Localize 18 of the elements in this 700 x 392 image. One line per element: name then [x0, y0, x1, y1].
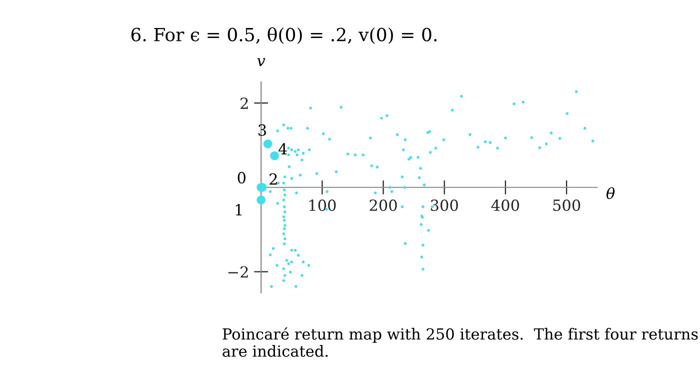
- chart-title: 6. For ϵ = 0.5, θ(0) = .2, v(0) = 0.: [131, 27, 437, 44]
- annotation: 4: [278, 143, 287, 154]
- text: Poincaré return map with 250 iterates. The first four returns are indicated.: [222, 327, 698, 357]
- annotation: 3: [258, 124, 266, 136]
- x-tick-label: 400: [491, 199, 520, 212]
- point: [256, 196, 266, 204]
- y-tick-label: −2: [228, 266, 248, 278]
- x-tick-label: 500: [553, 199, 580, 212]
- x-tick-label: 100: [309, 199, 336, 212]
- x-tick-label: 300: [430, 199, 458, 212]
- annotation: 1: [236, 204, 242, 216]
- y-axis-title: v: [257, 58, 266, 66]
- point: [270, 151, 279, 160]
- x-axis-title: θ: [606, 187, 615, 200]
- annotation: 0: [238, 172, 246, 184]
- x-tick-label: 200: [370, 199, 397, 212]
- annotation: 2: [270, 173, 277, 185]
- point: [263, 140, 272, 148]
